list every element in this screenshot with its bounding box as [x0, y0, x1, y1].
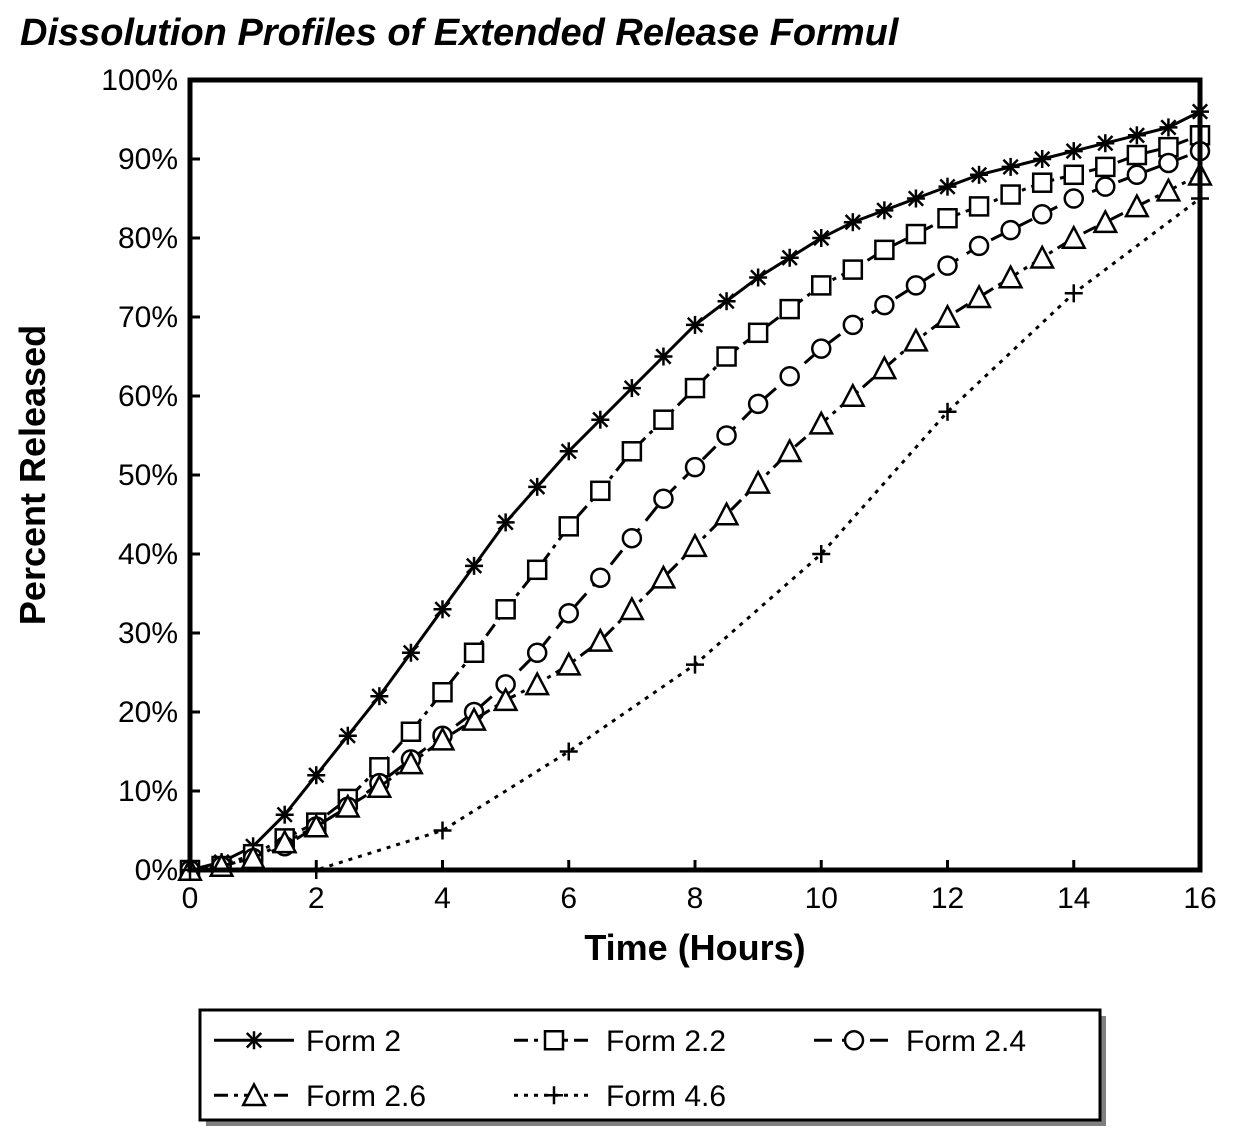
svg-text:Form 2.2: Form 2.2: [606, 1025, 726, 1058]
svg-text:10: 10: [805, 882, 838, 915]
svg-text:100%: 100%: [101, 64, 178, 97]
svg-text:0%: 0%: [135, 854, 178, 887]
svg-text:0: 0: [182, 882, 199, 915]
svg-text:4: 4: [434, 882, 451, 915]
svg-text:Form 2.6: Form 2.6: [306, 1080, 426, 1113]
svg-text:Time (Hours): Time (Hours): [584, 927, 805, 968]
svg-text:14: 14: [1057, 882, 1090, 915]
svg-text:40%: 40%: [118, 538, 178, 571]
svg-text:16: 16: [1183, 882, 1216, 915]
svg-text:2: 2: [308, 882, 325, 915]
svg-text:70%: 70%: [118, 301, 178, 334]
svg-text:8: 8: [687, 882, 704, 915]
svg-text:Form 4.6: Form 4.6: [606, 1080, 726, 1113]
svg-text:30%: 30%: [118, 617, 178, 650]
svg-text:12: 12: [931, 882, 964, 915]
svg-text:60%: 60%: [118, 380, 178, 413]
svg-text:50%: 50%: [118, 459, 178, 492]
chart-container: Dissolution Profiles of Extended Release…: [0, 0, 1240, 1148]
svg-text:Form 2.4: Form 2.4: [906, 1025, 1026, 1058]
svg-text:Dissolution Profiles of Extend: Dissolution Profiles of Extended Release…: [20, 12, 900, 54]
svg-text:90%: 90%: [118, 143, 178, 176]
svg-text:Form 2: Form 2: [306, 1025, 401, 1058]
svg-text:80%: 80%: [118, 222, 178, 255]
svg-text:6: 6: [560, 882, 577, 915]
svg-text:10%: 10%: [118, 775, 178, 808]
svg-text:Percent Released: Percent Released: [12, 325, 53, 625]
svg-text:20%: 20%: [118, 696, 178, 729]
dissolution-chart: Dissolution Profiles of Extended Release…: [0, 0, 1240, 1148]
